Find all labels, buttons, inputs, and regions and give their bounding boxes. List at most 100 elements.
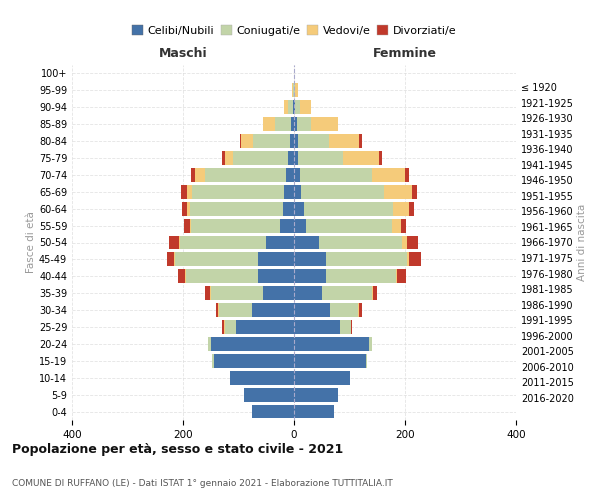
Bar xyxy=(283,202,294,215)
Bar xyxy=(409,202,414,215)
Bar xyxy=(322,286,372,300)
Bar xyxy=(294,303,330,317)
Bar xyxy=(359,134,362,148)
Bar xyxy=(190,218,191,232)
Bar xyxy=(218,303,219,317)
Bar xyxy=(293,84,294,98)
Bar xyxy=(402,236,407,250)
Bar xyxy=(295,100,299,114)
Bar xyxy=(294,185,301,198)
Bar xyxy=(209,286,211,300)
Bar xyxy=(304,202,393,215)
Bar xyxy=(294,371,349,384)
Bar xyxy=(298,151,343,165)
Bar xyxy=(297,117,311,131)
Legend: Celibi/Nubili, Coniugati/e, Vedovi/e, Divorziati/e: Celibi/Nubili, Coniugati/e, Vedovi/e, Di… xyxy=(127,21,461,40)
Bar xyxy=(372,168,405,182)
Bar xyxy=(392,218,401,232)
Bar xyxy=(253,404,294,418)
Text: COMUNE DI RUFFANO (LE) - Dati ISTAT 1° gennaio 2021 - Elaborazione TUTTITALIA.IT: COMUNE DI RUFFANO (LE) - Dati ISTAT 1° g… xyxy=(12,479,393,488)
Bar xyxy=(187,202,190,215)
Y-axis label: Anni di nascita: Anni di nascita xyxy=(577,204,587,281)
Bar xyxy=(223,320,224,334)
Bar xyxy=(205,286,209,300)
Bar xyxy=(294,388,338,402)
Bar xyxy=(241,134,253,148)
Bar xyxy=(294,151,298,165)
Bar xyxy=(263,286,294,300)
Text: Maschi: Maschi xyxy=(158,47,208,60)
Bar xyxy=(373,286,377,300)
Bar xyxy=(290,134,294,148)
Bar xyxy=(384,185,412,198)
Bar xyxy=(289,100,293,114)
Bar xyxy=(275,117,291,131)
Bar xyxy=(178,270,185,283)
Bar xyxy=(244,388,294,402)
Bar xyxy=(214,354,294,368)
Bar xyxy=(340,320,350,334)
Bar xyxy=(294,286,322,300)
Bar xyxy=(311,117,338,131)
Bar xyxy=(222,151,224,165)
Bar xyxy=(407,252,409,266)
Bar xyxy=(329,134,359,148)
Bar xyxy=(293,100,294,114)
Text: Popolazione per età, sesso e stato civile - 2021: Popolazione per età, sesso e stato civil… xyxy=(12,442,343,456)
Bar xyxy=(409,252,421,266)
Bar xyxy=(258,252,294,266)
Bar xyxy=(366,354,367,368)
Bar xyxy=(294,236,319,250)
Bar xyxy=(185,270,186,283)
Bar xyxy=(205,168,286,182)
Bar xyxy=(219,303,253,317)
Bar xyxy=(294,84,295,98)
Bar xyxy=(280,218,294,232)
Bar xyxy=(343,151,379,165)
Bar xyxy=(294,337,369,351)
Bar xyxy=(284,185,294,198)
Bar xyxy=(263,117,275,131)
Bar xyxy=(306,218,392,232)
Bar xyxy=(291,117,294,131)
Bar xyxy=(233,151,289,165)
Bar xyxy=(258,270,294,283)
Bar xyxy=(326,252,407,266)
Bar xyxy=(266,236,294,250)
Bar xyxy=(191,218,280,232)
Bar xyxy=(169,236,179,250)
Bar xyxy=(212,354,214,368)
Bar xyxy=(253,134,290,148)
Bar xyxy=(298,134,329,148)
Bar xyxy=(224,320,236,334)
Bar xyxy=(179,236,180,250)
Bar xyxy=(292,84,293,98)
Bar xyxy=(319,236,402,250)
Bar xyxy=(405,168,409,182)
Bar xyxy=(224,151,233,165)
Bar xyxy=(294,218,306,232)
Bar xyxy=(173,252,175,266)
Bar xyxy=(284,100,289,114)
Bar xyxy=(299,100,311,114)
Bar xyxy=(412,185,417,198)
Bar xyxy=(253,303,294,317)
Bar xyxy=(401,218,406,232)
Bar xyxy=(372,286,373,300)
Bar xyxy=(286,168,294,182)
Bar xyxy=(294,270,326,283)
Bar xyxy=(294,202,304,215)
Bar xyxy=(289,151,294,165)
Bar xyxy=(195,168,205,182)
Bar xyxy=(294,354,366,368)
Bar xyxy=(184,218,190,232)
Bar xyxy=(167,252,173,266)
Bar xyxy=(240,134,241,148)
Bar xyxy=(395,270,397,283)
Bar xyxy=(236,320,294,334)
Bar xyxy=(181,185,187,198)
Bar xyxy=(211,286,263,300)
Text: Femmine: Femmine xyxy=(373,47,437,60)
Bar xyxy=(358,303,359,317)
Bar xyxy=(294,117,297,131)
